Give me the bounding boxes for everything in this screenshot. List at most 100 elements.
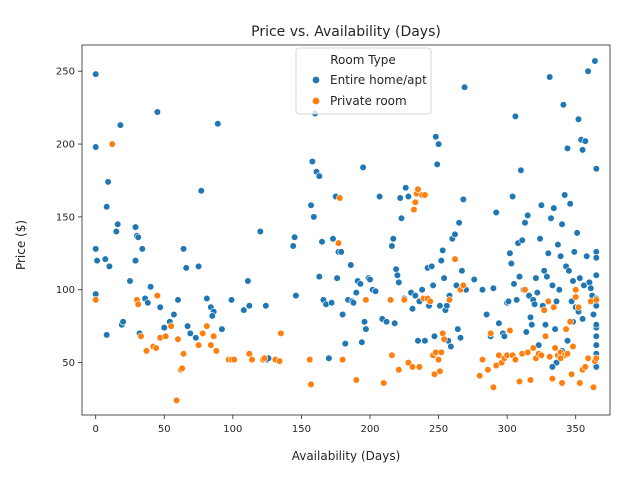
data-point-private-room [174, 335, 182, 343]
data-point-entire-home [262, 302, 270, 310]
data-point-private-room [521, 286, 529, 294]
legend-box [295, 47, 432, 115]
data-point-private-room [546, 353, 554, 361]
data-point-entire-home [393, 271, 402, 279]
y-tick-label: 50 [62, 358, 75, 369]
data-point-entire-home [179, 245, 188, 253]
x-tick-label: 50 [158, 424, 171, 435]
data-point-entire-home [584, 67, 592, 75]
data-point-private-room [230, 356, 238, 364]
data-point-entire-home [537, 201, 546, 209]
data-point-entire-home [513, 296, 521, 304]
data-point-entire-home [440, 274, 448, 282]
data-point-entire-home [315, 172, 323, 180]
x-tick-label: 350 [566, 424, 585, 435]
data-point-private-room [558, 379, 566, 387]
data-point-private-room [137, 332, 145, 340]
data-point-entire-home [112, 227, 120, 236]
data-point-private-room [212, 347, 220, 355]
x-tick-label: 0 [93, 424, 99, 435]
data-point-private-room [451, 255, 459, 263]
data-point-entire-home [592, 321, 600, 329]
y-tick-label: 100 [56, 285, 75, 296]
data-point-entire-home [318, 238, 326, 246]
data-point-private-room [506, 326, 514, 335]
chart-title: Price vs. Availability (Days) [251, 24, 441, 40]
data-point-private-room [362, 296, 370, 304]
data-point-private-room [415, 363, 424, 371]
data-point-private-room [592, 354, 600, 362]
data-point-entire-home [547, 214, 555, 222]
data-point-private-room [524, 348, 532, 357]
data-point-private-room [581, 363, 589, 371]
data-point-entire-home [421, 337, 429, 345]
data-point-entire-home [592, 363, 600, 371]
data-point-private-room [179, 350, 188, 358]
data-point-entire-home [430, 332, 439, 340]
legend-marker-private-room [312, 97, 320, 105]
data-point-entire-home [550, 204, 558, 212]
data-point-entire-home [546, 73, 554, 81]
data-point-private-room [153, 292, 161, 300]
data-point-private-room [537, 351, 546, 359]
data-point-entire-home [371, 287, 380, 295]
data-point-entire-home [289, 242, 297, 250]
data-point-entire-home [358, 338, 366, 346]
data-point-entire-home [352, 289, 360, 297]
data-point-entire-home [563, 337, 572, 345]
data-point-entire-home [103, 203, 111, 211]
data-point-entire-home [310, 213, 318, 221]
data-point-entire-home [530, 300, 539, 308]
data-point-entire-home [443, 302, 451, 310]
data-point-entire-home [558, 220, 566, 228]
data-point-entire-home [525, 292, 533, 300]
data-point-entire-home [333, 274, 341, 282]
data-point-entire-home [256, 227, 264, 236]
data-point-entire-home [408, 305, 417, 313]
data-point-entire-home [325, 354, 333, 362]
data-point-entire-home [510, 280, 518, 288]
data-point-private-room [388, 351, 396, 359]
data-point-entire-home [551, 325, 559, 333]
data-point-private-room [410, 206, 418, 214]
data-point-entire-home [418, 286, 426, 294]
data-point-entire-home [455, 219, 463, 227]
data-point-entire-home [104, 178, 112, 186]
data-point-entire-home [559, 101, 568, 109]
data-point-entire-home [454, 325, 462, 333]
y-tick-label: 250 [56, 67, 75, 78]
data-point-private-room [540, 306, 548, 314]
data-point-entire-home [592, 341, 600, 349]
legend-marker-entire-home [312, 76, 320, 84]
x-tick-label: 150 [292, 424, 311, 435]
data-point-entire-home [470, 275, 478, 284]
data-point-entire-home [583, 252, 591, 260]
data-point-entire-home [126, 277, 134, 285]
data-point-entire-home [533, 289, 541, 297]
data-point-private-room [436, 367, 444, 375]
data-point-private-room [435, 356, 443, 364]
data-point-private-room [411, 198, 419, 206]
y-axis-label: Price ($) [14, 220, 28, 270]
data-point-private-room [572, 293, 580, 301]
y-axis-ticks: 50 100 150 200 250 [56, 67, 82, 369]
data-point-private-room [526, 376, 535, 384]
data-point-entire-home [432, 133, 440, 141]
data-point-private-room [307, 380, 315, 389]
data-point-entire-home [436, 302, 444, 310]
data-point-entire-home [227, 296, 236, 304]
data-point-entire-home [589, 310, 598, 319]
data-point-entire-home [511, 112, 520, 120]
data-point-entire-home [397, 214, 406, 222]
data-point-private-room [207, 341, 215, 349]
data-point-entire-home [101, 255, 109, 263]
data-point-entire-home [526, 313, 535, 322]
data-point-entire-home [458, 267, 466, 275]
data-point-private-room [142, 347, 151, 355]
data-point-private-room [173, 396, 181, 405]
data-point-entire-home [517, 166, 525, 174]
data-point-private-room [515, 377, 524, 386]
data-point-private-room [306, 356, 314, 364]
data-point-entire-home [184, 322, 192, 330]
data-point-private-room [556, 354, 565, 362]
